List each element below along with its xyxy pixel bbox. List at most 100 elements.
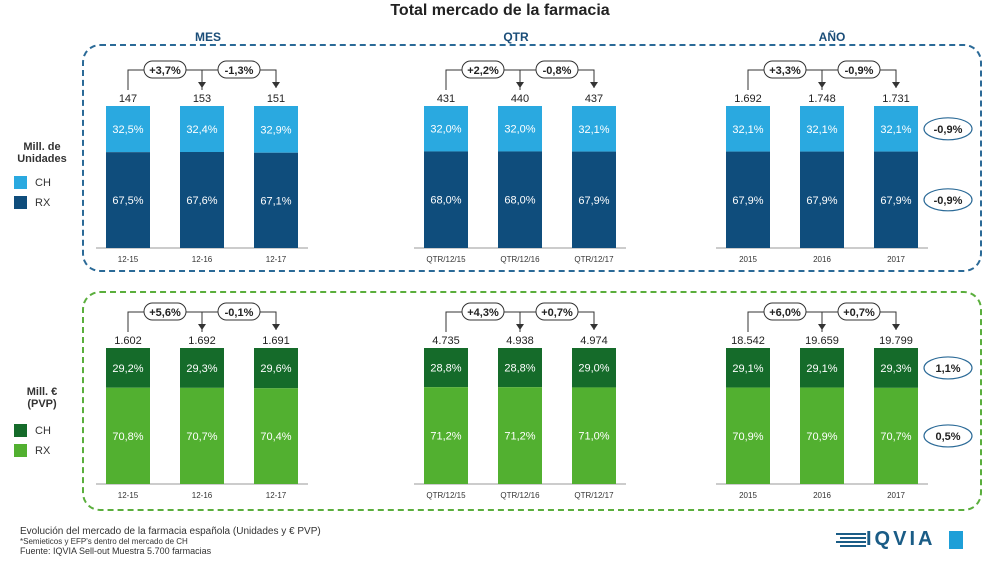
total-label: 1.692 [734,93,762,105]
bar-ch [726,106,770,152]
data-label-ch: 28,8% [430,363,461,375]
data-label-ch: 29,6% [260,363,291,375]
bar-ch [800,106,844,152]
change-label: -0,9% [845,65,874,77]
bar-ch [424,348,468,388]
bar-rx [254,152,298,248]
change-bubble [535,302,579,321]
data-label-rx: 68,0% [504,195,535,207]
tick-label: 2017 [887,491,905,500]
data-label-ch: 32,1% [578,124,609,136]
value-label-line1: Mill. € [26,386,58,398]
change-label: +0,7% [843,307,875,319]
change-label: -0,8% [543,65,572,77]
tick-label: 2015 [739,491,757,500]
data-label-ch: 32,1% [806,124,837,136]
tick-label: 12-15 [118,491,139,500]
bar-ch [180,348,224,388]
bar-ch [874,348,918,388]
logo-lines-icon [836,532,866,547]
change-bubble [763,60,807,79]
data-label-ch: 28,8% [504,363,535,375]
total-label: 19.799 [879,335,913,347]
value-label-line2: (PVP) [27,398,57,410]
change-bubble [763,302,807,321]
legend-swatch-rx-icon [14,444,27,457]
legend-item-value-ch: CH [14,424,51,437]
tick-label: QTR/12/16 [500,255,540,264]
tick-label: QTR/12/15 [426,491,466,500]
bar-rx [726,151,770,248]
bar-ch [572,348,616,388]
change-bubble [143,302,187,321]
data-label-ch: 32,1% [880,124,911,136]
arrowhead-icon [272,324,280,330]
bar-ch [106,106,150,153]
total-label: 431 [437,93,455,105]
legend-label: CH [35,424,51,437]
logo-square-icon [949,530,964,549]
bar-rx [498,151,542,248]
legend-swatch-ch-icon [14,176,27,189]
total-label: 1.748 [808,93,836,105]
tick-label: 2015 [739,255,757,264]
data-label-ch: 32,9% [260,124,291,136]
legend-item-units-rx: RX [14,196,50,209]
growth-ch-label: -0,9% [934,124,963,136]
data-label-rx: 67,5% [112,195,143,207]
bar-ch [726,348,770,388]
growth-oval [923,117,973,141]
total-label: 4.974 [580,335,608,347]
change-label: +2,2% [467,65,499,77]
data-label-ch: 29,1% [806,363,837,375]
data-label-ch: 29,3% [186,363,217,375]
arrowhead-icon [590,82,598,88]
change-label: +0,7% [541,307,573,319]
data-label-ch: 32,1% [732,124,763,136]
units-axis-label: Mill. de Unidades [4,141,80,165]
bar-ch [424,106,468,152]
bar-rx [424,387,468,484]
bar-rx [800,151,844,248]
bar-ch [254,106,298,153]
change-label: +3,7% [149,65,181,77]
tick-label: 2016 [813,255,831,264]
chart-title: Total mercado de la farmacia [390,2,610,19]
units-label-line2: Unidades [17,153,67,165]
growth-ch-label: 1,1% [935,363,960,375]
change-bubble [461,302,505,321]
total-label: 1.691 [262,335,290,347]
tick-label: 12-16 [192,255,213,264]
change-bubble [143,60,187,79]
bar-ch [572,106,616,152]
data-label-rx: 70,9% [806,431,837,443]
bar-ch [498,348,542,388]
value-panel [82,291,982,511]
section-header: QTR [503,30,529,44]
data-label-rx: 71,2% [504,431,535,443]
bar-rx [498,387,542,484]
data-label-rx: 70,9% [732,431,763,443]
total-label: 1.731 [882,93,910,105]
legend-swatch-ch-icon [14,424,27,437]
data-label-ch: 29,2% [112,363,143,375]
change-bubble [461,60,505,79]
change-label: +6,0% [769,307,801,319]
tick-label: QTR/12/17 [574,255,614,264]
tick-label: 12-17 [266,491,287,500]
data-label-rx: 67,9% [732,195,763,207]
data-label-ch: 32,0% [430,124,461,136]
growth-rx-label: -0,9% [934,195,963,207]
legend-item-value-rx: RX [14,444,50,457]
bar-ch [106,348,150,388]
data-label-rx: 67,1% [260,195,291,207]
data-label-rx: 67,6% [186,195,217,207]
section-header: MES [195,30,221,44]
legend-swatch-rx-icon [14,196,27,209]
change-label: +4,3% [467,307,499,319]
data-label-ch: 29,3% [880,363,911,375]
bar-rx [106,152,150,248]
data-label-ch: 29,1% [732,363,763,375]
data-label-rx: 70,7% [880,431,911,443]
